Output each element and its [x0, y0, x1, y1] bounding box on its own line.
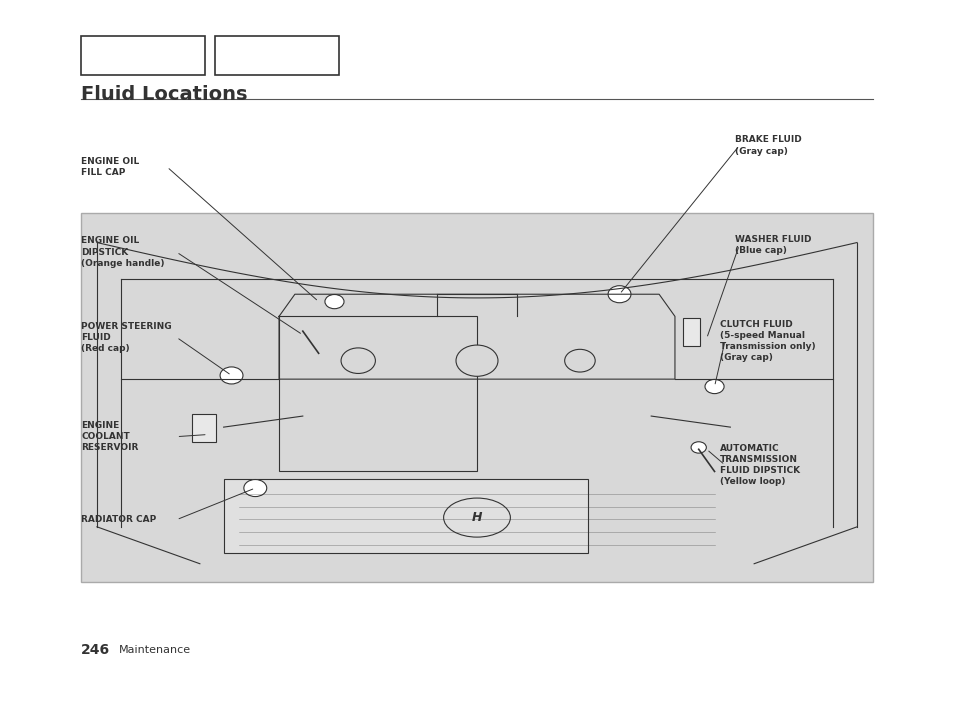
Text: RADIATOR CAP: RADIATOR CAP — [81, 515, 156, 524]
Circle shape — [220, 367, 243, 384]
Text: BRAKE FLUID
(Gray cap): BRAKE FLUID (Gray cap) — [734, 136, 801, 155]
Circle shape — [607, 285, 630, 302]
Text: H: H — [471, 511, 482, 524]
FancyBboxPatch shape — [214, 36, 338, 75]
FancyBboxPatch shape — [81, 36, 205, 75]
Text: ENGINE OIL
FILL CAP: ENGINE OIL FILL CAP — [81, 157, 139, 177]
FancyBboxPatch shape — [81, 213, 872, 582]
Circle shape — [564, 349, 595, 372]
Text: WASHER FLUID
(Blue cap): WASHER FLUID (Blue cap) — [734, 235, 810, 255]
Circle shape — [325, 295, 344, 309]
Circle shape — [456, 345, 497, 376]
FancyBboxPatch shape — [223, 479, 587, 552]
Circle shape — [341, 348, 375, 373]
Circle shape — [244, 479, 267, 496]
Text: POWER STEERING
FLUID
(Red cap): POWER STEERING FLUID (Red cap) — [81, 322, 172, 353]
Text: Maintenance: Maintenance — [119, 645, 192, 655]
FancyBboxPatch shape — [192, 413, 215, 442]
Ellipse shape — [443, 498, 510, 537]
Text: Fluid Locations: Fluid Locations — [81, 85, 248, 104]
Text: CLUTCH FLUID
(5-speed Manual
Transmission only)
(Gray cap): CLUTCH FLUID (5-speed Manual Transmissio… — [720, 320, 815, 362]
Text: ENGINE OIL
DIPSTICK
(Orange handle): ENGINE OIL DIPSTICK (Orange handle) — [81, 236, 165, 268]
Text: ENGINE
COOLANT
RESERVOIR: ENGINE COOLANT RESERVOIR — [81, 421, 138, 452]
FancyBboxPatch shape — [682, 317, 700, 346]
FancyBboxPatch shape — [278, 317, 476, 471]
Circle shape — [704, 379, 723, 393]
Circle shape — [690, 442, 705, 453]
Text: AUTOMATIC
TRANSMISSION
FLUID DIPSTICK
(Yellow loop): AUTOMATIC TRANSMISSION FLUID DIPSTICK (Y… — [720, 444, 800, 486]
Text: 246: 246 — [81, 643, 111, 657]
